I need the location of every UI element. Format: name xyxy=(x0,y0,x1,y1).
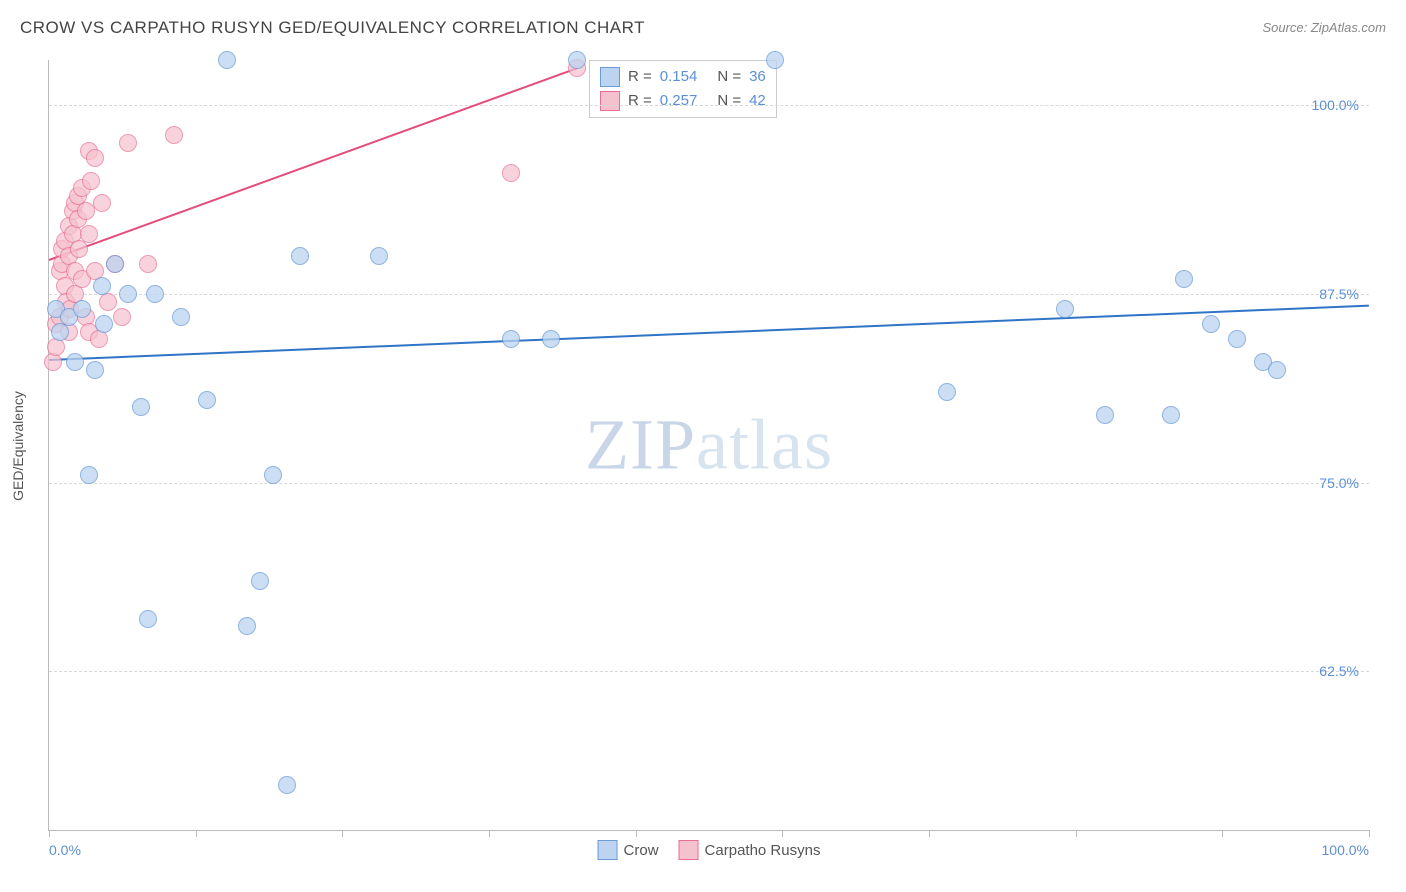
point-crow xyxy=(119,285,137,303)
point-crow xyxy=(938,383,956,401)
gridline-h xyxy=(49,483,1369,484)
swatch-crow xyxy=(598,840,618,860)
x-tick xyxy=(636,830,637,837)
point-crow xyxy=(93,277,111,295)
y-tick-label: 100.0% xyxy=(1312,97,1359,113)
point-crow xyxy=(1056,300,1074,318)
legend-top: R =0.154N =36R =0.257N =42 xyxy=(589,60,777,118)
point-crow xyxy=(1202,315,1220,333)
header: CROW VS CARPATHO RUSYN GED/EQUIVALENCY C… xyxy=(20,18,1386,48)
x-tick xyxy=(342,830,343,837)
legend-item-crow: Crow xyxy=(598,840,659,860)
point-crow xyxy=(73,300,91,318)
swatch-carpatho xyxy=(679,840,699,860)
y-tick-label: 62.5% xyxy=(1319,663,1359,679)
point-carpatho xyxy=(113,308,131,326)
swatch-icon xyxy=(600,67,620,87)
gridline-h xyxy=(49,105,1369,106)
gridline-h xyxy=(49,294,1369,295)
point-crow xyxy=(86,361,104,379)
point-crow xyxy=(766,51,784,69)
point-carpatho xyxy=(93,194,111,212)
legend-item-carpatho: Carpatho Rusyns xyxy=(679,840,821,860)
point-crow xyxy=(95,315,113,333)
y-tick-label: 75.0% xyxy=(1319,475,1359,491)
point-crow xyxy=(132,398,150,416)
point-crow xyxy=(1096,406,1114,424)
legend-top-row: R =0.154N =36 xyxy=(600,65,766,89)
plot-area: ZIPatlas 0.0% 100.0% Crow Carpatho Rusyn… xyxy=(48,60,1369,831)
point-crow xyxy=(198,391,216,409)
point-crow xyxy=(106,255,124,273)
point-crow xyxy=(264,466,282,484)
point-carpatho xyxy=(82,172,100,190)
point-crow xyxy=(568,51,586,69)
point-crow xyxy=(1175,270,1193,288)
x-tick xyxy=(196,830,197,837)
point-crow xyxy=(291,247,309,265)
trendline-crow xyxy=(49,305,1369,361)
x-tick xyxy=(1076,830,1077,837)
point-carpatho xyxy=(139,255,157,273)
point-crow xyxy=(66,353,84,371)
point-carpatho xyxy=(86,149,104,167)
x-tick xyxy=(1369,830,1370,837)
point-crow xyxy=(1162,406,1180,424)
point-carpatho xyxy=(47,338,65,356)
point-crow xyxy=(502,330,520,348)
y-tick-label: 87.5% xyxy=(1319,286,1359,302)
point-carpatho xyxy=(119,134,137,152)
chart-title: CROW VS CARPATHO RUSYN GED/EQUIVALENCY C… xyxy=(20,18,645,38)
x-tick xyxy=(49,830,50,837)
point-crow xyxy=(1268,361,1286,379)
legend-bottom: Crow Carpatho Rusyns xyxy=(598,840,821,860)
point-carpatho xyxy=(80,225,98,243)
point-crow xyxy=(139,610,157,628)
point-crow xyxy=(542,330,560,348)
y-axis-title: GED/Equivalency xyxy=(10,391,26,501)
point-crow xyxy=(238,617,256,635)
x-tick xyxy=(929,830,930,837)
point-crow xyxy=(172,308,190,326)
watermark: ZIPatlas xyxy=(585,404,833,487)
source-attribution: Source: ZipAtlas.com xyxy=(1262,20,1386,35)
legend-top-row: R =0.257N =42 xyxy=(600,89,766,113)
trendline-carpatho xyxy=(49,68,578,262)
x-tick xyxy=(489,830,490,837)
x-tick xyxy=(782,830,783,837)
point-carpatho xyxy=(502,164,520,182)
x-tick xyxy=(1222,830,1223,837)
swatch-icon xyxy=(600,91,620,111)
point-crow xyxy=(370,247,388,265)
point-carpatho xyxy=(165,126,183,144)
point-crow xyxy=(278,776,296,794)
gridline-h xyxy=(49,671,1369,672)
point-crow xyxy=(80,466,98,484)
x-axis-min-label: 0.0% xyxy=(49,842,81,858)
point-crow xyxy=(251,572,269,590)
point-crow xyxy=(1228,330,1246,348)
point-crow xyxy=(218,51,236,69)
point-crow xyxy=(146,285,164,303)
x-axis-max-label: 100.0% xyxy=(1322,842,1369,858)
